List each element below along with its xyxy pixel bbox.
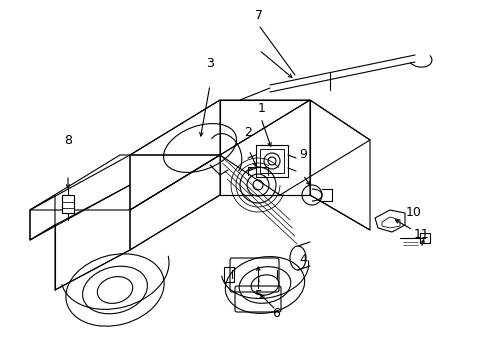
Text: 1: 1	[257, 102, 265, 114]
Bar	[224, 267, 234, 282]
Text: 2: 2	[244, 126, 252, 139]
Text: 11: 11	[413, 228, 428, 240]
Text: 3: 3	[206, 57, 214, 69]
Text: 9: 9	[299, 148, 306, 161]
Text: 5: 5	[255, 289, 263, 302]
Text: 10: 10	[405, 206, 420, 219]
Text: 6: 6	[272, 307, 280, 320]
Text: 7: 7	[255, 9, 263, 22]
Text: 4: 4	[299, 253, 306, 266]
Text: 8: 8	[64, 134, 72, 147]
Bar	[62, 195, 74, 213]
Bar	[419, 233, 429, 243]
